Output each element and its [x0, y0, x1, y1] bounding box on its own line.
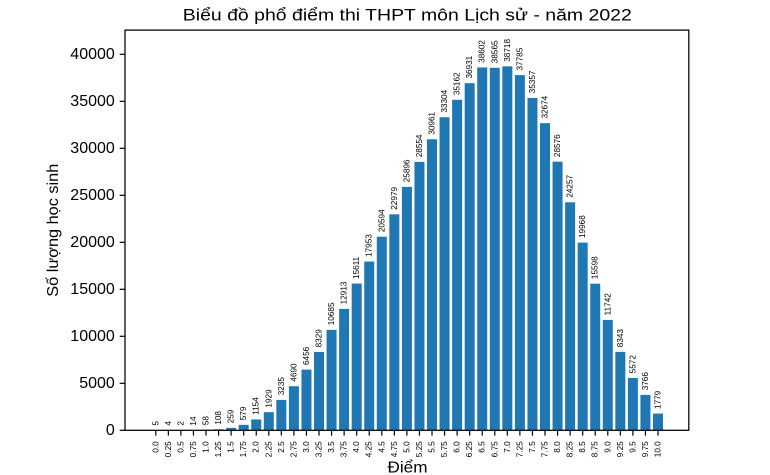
svg-text:35357: 35357 — [528, 70, 537, 93]
svg-text:10.0: 10.0 — [654, 441, 663, 457]
svg-text:5.5: 5.5 — [428, 441, 437, 453]
svg-text:17953: 17953 — [365, 234, 374, 257]
svg-text:4.5: 4.5 — [377, 441, 386, 453]
svg-text:15000: 15000 — [70, 281, 115, 298]
svg-text:1.5: 1.5 — [227, 441, 236, 453]
svg-text:8.75: 8.75 — [591, 441, 600, 457]
svg-text:5000: 5000 — [79, 375, 115, 392]
svg-text:12913: 12913 — [340, 281, 349, 304]
svg-text:0.5: 0.5 — [176, 441, 185, 453]
svg-text:2: 2 — [176, 421, 185, 426]
svg-text:15598: 15598 — [591, 256, 600, 279]
svg-text:36931: 36931 — [465, 55, 474, 78]
svg-text:4.0: 4.0 — [352, 441, 361, 453]
svg-text:20000: 20000 — [70, 234, 115, 251]
svg-text:11742: 11742 — [603, 293, 612, 316]
svg-text:35162: 35162 — [453, 72, 462, 95]
svg-text:5.75: 5.75 — [440, 441, 449, 457]
svg-text:6.5: 6.5 — [478, 441, 487, 453]
svg-text:9.75: 9.75 — [641, 441, 650, 457]
svg-text:3.25: 3.25 — [315, 441, 324, 457]
svg-text:28554: 28554 — [415, 134, 424, 157]
svg-text:2.5: 2.5 — [277, 441, 286, 453]
svg-text:58: 58 — [202, 416, 211, 426]
svg-text:24257: 24257 — [566, 174, 575, 197]
svg-text:22979: 22979 — [390, 186, 399, 209]
svg-text:25896: 25896 — [402, 159, 411, 182]
svg-text:33304: 33304 — [440, 89, 449, 112]
svg-text:28576: 28576 — [553, 134, 562, 157]
svg-text:Số lượng học sinh: Số lượng học sinh — [45, 164, 62, 297]
svg-text:6.0: 6.0 — [453, 441, 462, 453]
svg-text:6456: 6456 — [302, 346, 311, 365]
svg-text:25000: 25000 — [70, 187, 115, 204]
svg-text:3.75: 3.75 — [340, 441, 349, 457]
svg-text:3235: 3235 — [277, 377, 286, 396]
svg-text:30961: 30961 — [428, 111, 437, 134]
svg-text:3766: 3766 — [641, 372, 650, 391]
svg-text:0.75: 0.75 — [189, 441, 198, 457]
svg-text:8329: 8329 — [315, 329, 324, 348]
svg-text:10685: 10685 — [327, 302, 336, 325]
svg-text:1779: 1779 — [654, 390, 663, 409]
svg-text:35000: 35000 — [70, 93, 115, 110]
svg-text:19968: 19968 — [578, 215, 587, 238]
svg-text:0.25: 0.25 — [164, 441, 173, 457]
svg-text:8.0: 8.0 — [553, 441, 562, 453]
svg-text:7.75: 7.75 — [541, 441, 550, 457]
svg-text:259: 259 — [227, 409, 236, 423]
svg-text:0: 0 — [106, 422, 115, 439]
svg-text:5.0: 5.0 — [402, 441, 411, 453]
svg-text:0.0: 0.0 — [151, 441, 160, 453]
svg-text:30000: 30000 — [70, 140, 115, 157]
svg-text:38602: 38602 — [478, 40, 487, 63]
svg-text:5.25: 5.25 — [415, 441, 424, 457]
svg-text:7.25: 7.25 — [515, 441, 524, 457]
svg-text:37785: 37785 — [515, 47, 524, 70]
svg-text:9.5: 9.5 — [628, 441, 637, 453]
svg-text:32674: 32674 — [541, 95, 550, 118]
svg-text:40000: 40000 — [70, 46, 115, 63]
svg-text:1.0: 1.0 — [202, 441, 211, 453]
svg-text:2.0: 2.0 — [252, 441, 261, 453]
svg-text:4.75: 4.75 — [390, 441, 399, 457]
svg-text:6.25: 6.25 — [465, 441, 474, 457]
svg-text:579: 579 — [239, 406, 248, 420]
svg-text:1.25: 1.25 — [214, 441, 223, 457]
svg-text:Biểu đồ phổ điểm thi THPT môn: Biểu đồ phổ điểm thi THPT môn Lịch sử - … — [183, 6, 632, 25]
svg-text:4.25: 4.25 — [365, 441, 374, 457]
svg-text:4: 4 — [164, 421, 173, 426]
svg-text:14: 14 — [189, 416, 198, 426]
svg-text:7.0: 7.0 — [503, 441, 512, 453]
svg-text:5: 5 — [151, 421, 160, 426]
svg-text:7.5: 7.5 — [528, 441, 537, 453]
svg-text:20594: 20594 — [377, 209, 386, 232]
svg-text:3.5: 3.5 — [327, 441, 336, 453]
svg-text:Điểm: Điểm — [388, 459, 428, 475]
svg-text:15611: 15611 — [352, 256, 361, 279]
svg-text:8.5: 8.5 — [578, 441, 587, 453]
svg-text:38565: 38565 — [490, 40, 499, 63]
svg-text:3.0: 3.0 — [302, 441, 311, 453]
svg-text:9.25: 9.25 — [616, 441, 625, 457]
svg-text:5572: 5572 — [628, 355, 637, 374]
svg-text:38718: 38718 — [503, 39, 512, 62]
svg-text:2.25: 2.25 — [264, 441, 273, 457]
svg-text:108: 108 — [214, 411, 223, 425]
svg-text:9.0: 9.0 — [603, 441, 612, 453]
svg-text:10000: 10000 — [70, 328, 115, 345]
svg-text:2.75: 2.75 — [289, 441, 298, 457]
svg-text:4690: 4690 — [289, 363, 298, 382]
svg-text:8.25: 8.25 — [566, 441, 575, 457]
svg-text:1154: 1154 — [252, 397, 261, 415]
svg-text:1.75: 1.75 — [239, 441, 248, 457]
svg-text:8343: 8343 — [616, 329, 625, 348]
svg-text:1929: 1929 — [264, 389, 273, 408]
svg-text:6.75: 6.75 — [490, 441, 499, 457]
